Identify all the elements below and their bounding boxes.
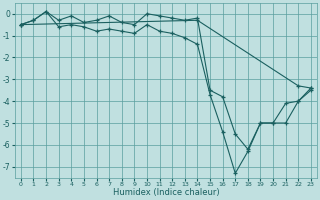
X-axis label: Humidex (Indice chaleur): Humidex (Indice chaleur) [113, 188, 219, 197]
